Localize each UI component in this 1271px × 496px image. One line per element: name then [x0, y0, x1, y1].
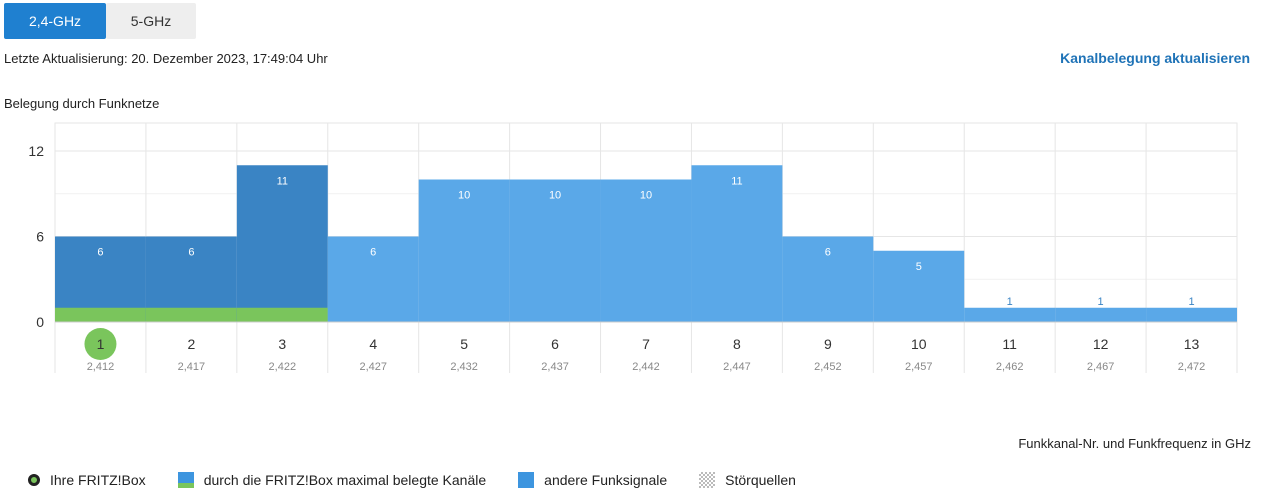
x-frequency-label: 2,422 [269, 361, 297, 373]
bar-channel-11 [964, 307, 1056, 322]
y-tick-label: 0 [36, 314, 44, 330]
bar-channel-3 [236, 165, 328, 322]
x-channel-label: 2 [187, 336, 195, 352]
bar-value-label: 10 [640, 190, 652, 202]
legend-interference-label: Störquellen [725, 472, 796, 488]
bar-value-label: 6 [97, 247, 103, 259]
x-channel-label: 8 [733, 336, 741, 352]
bar-channel-9 [782, 236, 874, 322]
chart-legend: Ihre FRITZ!Box durch die FRITZ!Box maxim… [28, 472, 828, 488]
x-channel-label: 3 [278, 336, 286, 352]
bar-channel-7 [600, 179, 692, 322]
own-box-dot-icon [28, 474, 40, 486]
x-frequency-label: 2,432 [450, 361, 478, 373]
x-channel-label: 10 [911, 336, 927, 352]
band-tabs: 2,4-GHz 5-GHz [4, 3, 196, 39]
bar-channel-10 [873, 250, 965, 322]
x-frequency-label: 2,467 [1087, 361, 1115, 373]
fritz-channels-swatch-icon [177, 472, 194, 488]
fritz-occupied-bar [145, 307, 237, 322]
x-frequency-label: 2,447 [723, 361, 751, 373]
x-channel-label: 11 [1002, 336, 1017, 352]
bar-value-label: 6 [188, 247, 194, 259]
x-frequency-label: 2,452 [814, 361, 842, 373]
x-frequency-label: 2,427 [359, 361, 387, 373]
interference-swatch-icon [699, 472, 716, 488]
bar-value-label: 10 [458, 190, 470, 202]
x-channel-label: 1 [97, 336, 105, 352]
bar-value-label: 6 [370, 247, 376, 259]
legend-own-box: Ihre FRITZ!Box [28, 472, 146, 488]
x-channel-label: 13 [1184, 336, 1200, 352]
refresh-channel-link[interactable]: Kanalbelegung aktualisieren [1060, 50, 1250, 66]
legend-other-signals-label: andere Funksignale [544, 472, 668, 488]
section-title: Belegung durch Funknetze [4, 96, 160, 111]
bar-value-label: 11 [731, 175, 742, 187]
other-signals-swatch-icon [518, 472, 535, 488]
bar-channel-8 [691, 165, 783, 322]
bar-channel-12 [1055, 307, 1147, 322]
x-channel-label: 9 [824, 336, 832, 352]
bar-channel-5 [418, 179, 510, 322]
x-frequency-label: 2,462 [996, 361, 1024, 373]
bar-value-label: 5 [916, 261, 922, 273]
legend-interference: Störquellen [699, 472, 796, 488]
x-channel-label: 7 [642, 336, 650, 352]
fritz-occupied-bar [236, 307, 328, 322]
legend-other-signals: andere Funksignale [518, 472, 667, 488]
y-tick-label: 6 [36, 229, 44, 245]
bar-value-label: 1 [1098, 296, 1104, 308]
bar-channel-4 [327, 236, 419, 322]
tab-2-4ghz[interactable]: 2,4-GHz [4, 3, 106, 39]
x-frequency-label: 2,472 [1178, 361, 1206, 373]
own-channel-marker-icon [84, 328, 117, 360]
fritz-occupied-bar [55, 307, 146, 322]
bar-channel-13 [1146, 307, 1237, 322]
legend-fritz-channels-label: durch die FRITZ!Box maximal belegte Kanä… [203, 472, 487, 488]
bar-value-label: 6 [825, 247, 831, 259]
x-frequency-label: 2,437 [541, 361, 569, 373]
x-channel-label: 12 [1093, 336, 1109, 352]
x-frequency-label: 2,457 [905, 361, 933, 373]
bar-value-label: 11 [277, 175, 288, 187]
x-channel-label: 4 [369, 336, 377, 352]
bar-value-label: 10 [549, 190, 561, 202]
axis-caption: Funkkanal-Nr. und Funkfrequenz in GHz [1018, 436, 1251, 451]
legend-own-box-label: Ihre FRITZ!Box [50, 472, 146, 488]
tab-5ghz[interactable]: 5-GHz [106, 3, 196, 39]
legend-fritz-channels: durch die FRITZ!Box maximal belegte Kanä… [177, 472, 487, 488]
y-tick-label: 12 [28, 143, 44, 159]
x-frequency-label: 2,412 [87, 361, 115, 373]
bar-value-label: 1 [1007, 296, 1013, 308]
x-channel-label: 6 [551, 336, 559, 352]
bar-channel-6 [509, 179, 601, 322]
last-update-text: Letzte Aktualisierung: 20. Dezember 2023… [4, 51, 328, 66]
x-channel-label: 5 [460, 336, 468, 352]
x-frequency-label: 2,442 [632, 361, 660, 373]
x-frequency-label: 2,417 [178, 361, 206, 373]
bar-value-label: 1 [1188, 296, 1194, 308]
